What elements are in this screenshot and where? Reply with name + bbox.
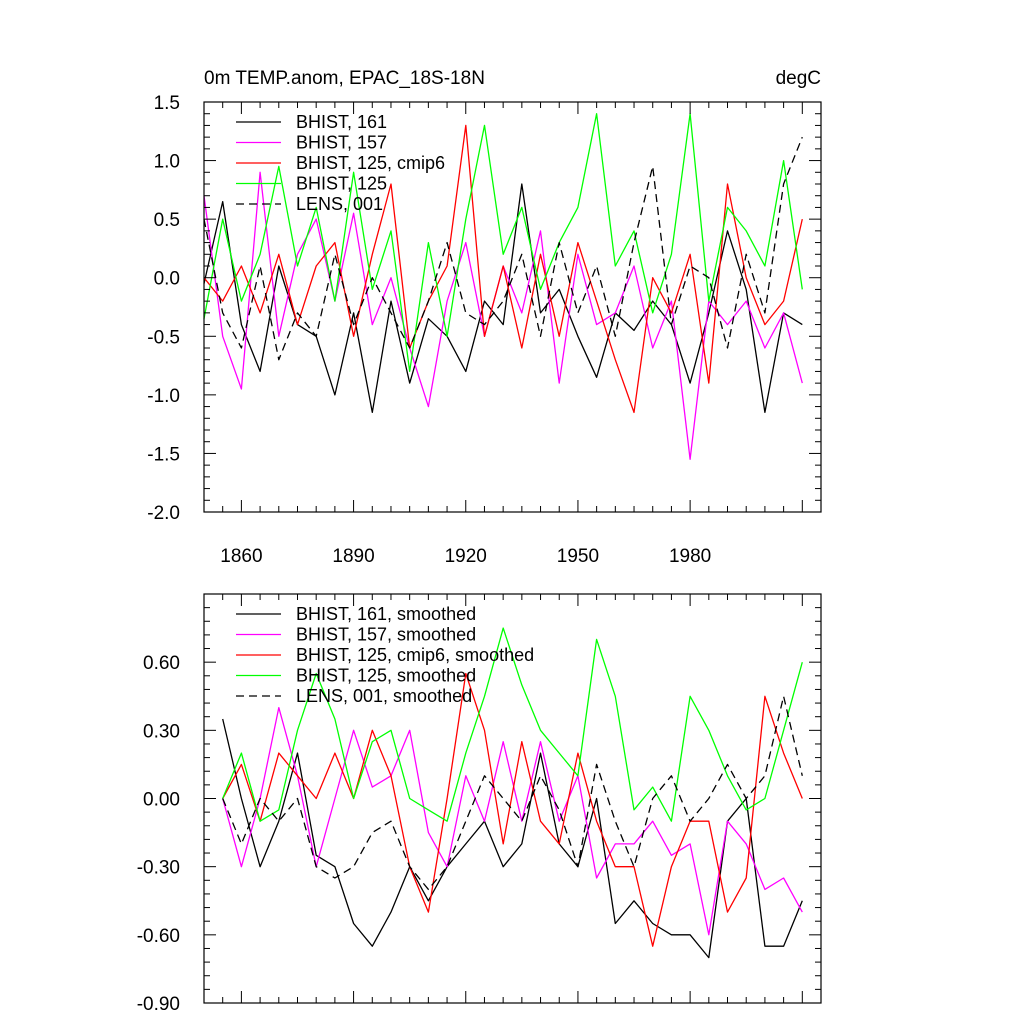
bottom-legend-label-1: BHIST, 157, smoothed bbox=[296, 625, 476, 645]
bottom-series-line-0 bbox=[222, 718, 803, 959]
top-legend-label-0: BHIST, 161 bbox=[296, 112, 387, 132]
top-y-tick-label: -2.0 bbox=[147, 503, 180, 524]
top-series-line-2 bbox=[203, 124, 803, 414]
top-y-tick-label: 0.5 bbox=[154, 210, 180, 231]
bottom-y-tick-label: -0.60 bbox=[137, 926, 180, 947]
bottom-series-line-2 bbox=[222, 672, 803, 947]
top-legend-label-1: BHIST, 157 bbox=[296, 133, 387, 153]
top-y-tick-label: 0.0 bbox=[154, 269, 180, 290]
bottom-legend-label-0: BHIST, 161, smoothed bbox=[296, 604, 476, 624]
top-series-line-1 bbox=[203, 171, 803, 460]
bottom-series-line-4 bbox=[222, 695, 803, 891]
bottom-series-line-1 bbox=[222, 706, 803, 936]
top-series-line-3 bbox=[203, 113, 803, 373]
top-y-tick-label: -0.5 bbox=[147, 327, 180, 348]
bottom-y-tick-label: -0.90 bbox=[137, 994, 180, 1015]
top-chart-title: 0m TEMP.anom, EPAC_18S-18N bbox=[204, 68, 485, 89]
bottom-y-tick-label: 0.60 bbox=[143, 653, 180, 674]
top-legend-label-2: BHIST, 125, cmip6 bbox=[296, 153, 445, 173]
top-plot-frame bbox=[203, 101, 822, 513]
top-y-tick-label: 1.0 bbox=[154, 152, 180, 173]
bottom-legend-label-2: BHIST, 125, cmip6, smoothed bbox=[296, 645, 534, 665]
top-x-tick-label: 1890 bbox=[332, 546, 374, 567]
top-legend-label-3: BHIST, 125 bbox=[296, 174, 387, 194]
top-y-tick-label: -1.5 bbox=[147, 444, 180, 465]
bottom-y-tick-label: -0.30 bbox=[137, 858, 180, 879]
top-y-tick-label: -1.0 bbox=[147, 386, 180, 407]
top-x-tick-label: 1950 bbox=[557, 546, 599, 567]
top-chart-units: degC bbox=[776, 68, 821, 89]
bottom-y-tick-label: 0.30 bbox=[143, 721, 180, 742]
bottom-legend-label-3: BHIST, 125, smoothed bbox=[296, 666, 476, 686]
top-y-tick-label: 1.5 bbox=[154, 93, 180, 114]
top-series-line-0 bbox=[203, 183, 803, 414]
top-x-tick-label: 1860 bbox=[220, 546, 262, 567]
top-legend-label-4: LENS, 001 bbox=[296, 194, 383, 214]
top-x-tick-label: 1920 bbox=[445, 546, 487, 567]
top-panel: 0m TEMP.anom, EPAC_18S-18N degC -2.0 -1.5… bbox=[147, 68, 822, 567]
top-x-tick-label: 1980 bbox=[669, 546, 711, 567]
bottom-series-line-3 bbox=[222, 627, 803, 822]
bottom-legend-label-4: LENS, 001, smoothed bbox=[296, 686, 472, 706]
bottom-panel: -0.90 -0.60 -0.30 0.00 0.30 0.60 BHIST, 161, s… bbox=[137, 593, 822, 1015]
bottom-y-tick-label: 0.00 bbox=[143, 790, 180, 811]
